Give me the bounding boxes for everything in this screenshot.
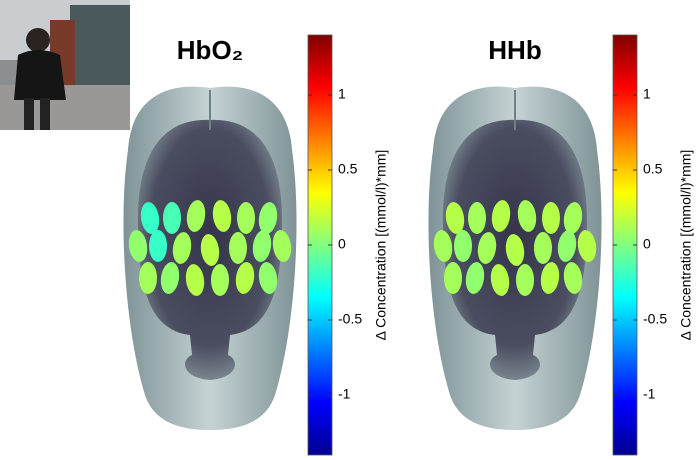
panel-title: HbO₂ xyxy=(177,35,243,65)
channel-blob xyxy=(563,202,583,234)
channel-blob xyxy=(445,202,465,234)
tick-label: -0.5 xyxy=(643,311,667,327)
channel-blob xyxy=(235,262,255,294)
channel-blob xyxy=(468,202,486,234)
channel-blob xyxy=(505,234,525,266)
channel-blob xyxy=(542,202,560,234)
channel-blob xyxy=(128,230,148,262)
channel-blob xyxy=(252,230,272,262)
channel-blob xyxy=(258,262,278,294)
channel-blob xyxy=(211,264,229,296)
channel-blob xyxy=(465,262,485,294)
channel-blob xyxy=(534,232,552,264)
channel-blob xyxy=(172,232,192,264)
tick-label: 0.5 xyxy=(338,161,358,177)
panel-title: HHb xyxy=(488,35,541,65)
tick-label: 1 xyxy=(338,86,346,102)
channel-blob xyxy=(212,200,232,232)
panel: HbO₂ 1 0.5 0 -0.5 -1 Δ Concentration [(mmol/l)… xyxy=(123,34,389,456)
channel-blob xyxy=(160,262,180,294)
channel-blob xyxy=(444,262,462,294)
channel-blob xyxy=(490,264,510,296)
channel-blob xyxy=(557,230,577,262)
colorbar-label: Δ Concentration [(mmol/l)*mm] xyxy=(678,150,694,341)
channel-blob xyxy=(258,202,278,234)
channel-blob xyxy=(237,202,255,234)
channel-blob xyxy=(577,230,597,262)
channel-blob xyxy=(186,200,206,232)
tick-label: 0 xyxy=(338,236,346,252)
channel-blob xyxy=(200,234,220,266)
channel-blob xyxy=(477,232,497,264)
channel-blob xyxy=(229,232,247,264)
channel-blob xyxy=(185,264,205,296)
channel-blob xyxy=(163,202,181,234)
channel-blob xyxy=(516,264,534,296)
tick-label: -0.5 xyxy=(338,311,362,327)
channel-blob xyxy=(139,262,157,294)
tick-label: 1 xyxy=(643,86,651,102)
tick-label: -1 xyxy=(338,386,351,402)
channel-blob xyxy=(563,262,583,294)
channel-blob xyxy=(517,200,537,232)
channel-blob xyxy=(491,200,511,232)
colorbar-label: Δ Concentration [(mmol/l)*mm] xyxy=(373,150,389,341)
channel-blob xyxy=(140,202,160,234)
channel-blob xyxy=(272,230,292,262)
tick-label: -1 xyxy=(643,386,656,402)
channel-blob xyxy=(149,230,167,262)
channel-blob xyxy=(454,230,472,262)
channel-blob xyxy=(433,230,453,262)
panel: HHb 1 0.5 0 -0.5 -1 Δ Concentration [(mmol/l)*… xyxy=(428,34,694,456)
webcam-inset xyxy=(0,0,130,130)
tick-label: 0.5 xyxy=(643,161,663,177)
tick-label: 0 xyxy=(643,236,651,252)
channel-blob xyxy=(540,262,560,294)
